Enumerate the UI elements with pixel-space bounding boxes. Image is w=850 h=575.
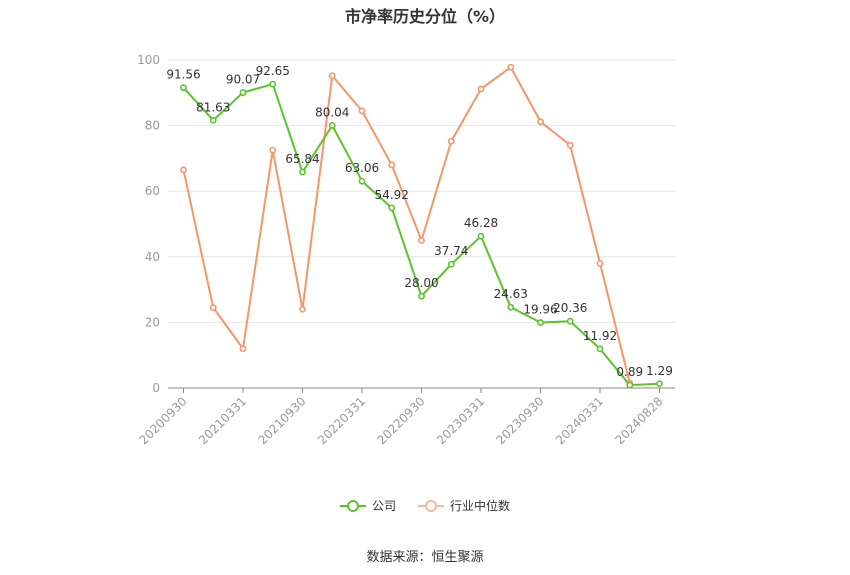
data-point-company (269, 80, 277, 88)
data-point-company (537, 319, 544, 326)
data-label-company: 0.89 (616, 365, 643, 379)
data-point-industry-median (269, 146, 277, 154)
data-label-company: 80.04 (315, 105, 349, 119)
x-tick-label: 20240331 (553, 394, 606, 447)
data-point-company (299, 168, 306, 176)
data-point-industry-median (328, 72, 336, 80)
legend-label-company: 公司 (371, 499, 396, 513)
data-label-company: 37.74 (434, 244, 468, 258)
x-tick-label: 20200930 (137, 394, 190, 447)
x-tick-label: 20220331 (315, 394, 368, 447)
data-point-company (656, 380, 663, 388)
y-tick-label: 20 (145, 315, 160, 329)
y-tick-label: 0 (152, 381, 160, 395)
data-point-industry-median (209, 304, 217, 312)
data-label-company: 46.28 (464, 216, 498, 230)
data-point-industry-median (566, 141, 574, 149)
data-label-company: 92.65 (256, 64, 290, 78)
data-point-industry-median (507, 63, 515, 71)
x-tick-label: 20230331 (434, 394, 487, 447)
data-point-industry-median (418, 236, 425, 244)
data-point-company (209, 116, 217, 124)
x-tick-label: 20210331 (196, 394, 249, 447)
data-point-company (239, 89, 247, 96)
legend-symbol-industry-median (418, 499, 444, 513)
y-tick-label: 80 (145, 119, 160, 133)
data-point-industry-median (239, 345, 247, 353)
chart-title: 市净率历史分位（%） (344, 7, 506, 26)
legend-symbol-company (339, 499, 366, 513)
data-label-company: 11.92 (583, 329, 617, 343)
data-label-company: 24.63 (494, 287, 528, 301)
series-line-industry-median (182, 66, 631, 384)
data-point-industry-median (477, 85, 485, 93)
data-point-company (596, 345, 604, 353)
data-label-company: 54.92 (375, 188, 409, 202)
data-point-industry-median (180, 166, 187, 174)
data-point-company (358, 177, 366, 185)
y-tick-label: 40 (145, 250, 160, 264)
legend: 公司 行业中位数 (0, 497, 850, 514)
data-point-company (328, 122, 336, 129)
data-label-company: 65.84 (285, 152, 319, 166)
data-label-company: 91.56 (166, 68, 200, 82)
data-point-industry-median (537, 118, 544, 126)
series-layer (180, 63, 663, 389)
data-point-industry-median (388, 161, 396, 169)
data-point-industry-median (358, 107, 366, 115)
data-point-company (566, 317, 574, 325)
data-point-company (447, 260, 455, 268)
grid-layer (168, 59, 675, 323)
data-point-company (180, 84, 187, 92)
x-tick-label: 20230930 (494, 394, 547, 447)
data-point-industry-median (447, 137, 455, 145)
legend-label-industry-median: 行业中位数 (450, 499, 511, 513)
data-label-company: 28.00 (404, 276, 438, 290)
source-note: 数据来源：恒生聚源 (366, 550, 484, 565)
data-point-industry-median (299, 305, 306, 313)
data-point-company (418, 292, 425, 300)
x-tick-label: 20210930 (256, 394, 309, 447)
data-label-company: 19.96 (523, 303, 557, 317)
x-tick-label: 20240828 (613, 394, 666, 447)
legend-item-industry-median[interactable]: 行业中位数 (418, 497, 510, 514)
data-point-company (626, 381, 634, 389)
data-label-company: 90.07 (226, 73, 260, 87)
data-label-company: 1.29 (646, 364, 673, 378)
data-label-company: 81.63 (196, 100, 230, 114)
legend-item-company[interactable]: 公司 (339, 497, 396, 514)
data-label-company: 20.36 (553, 301, 587, 315)
data-point-company (477, 232, 485, 240)
data-point-company (507, 303, 515, 311)
data-label-company: 63.06 (345, 161, 379, 175)
data-point-industry-median (596, 259, 604, 267)
x-tick-label: 20220930 (375, 394, 428, 447)
y-tick-label: 60 (145, 184, 160, 198)
data-point-company (388, 204, 396, 212)
y-tick-label: 100 (137, 53, 160, 67)
